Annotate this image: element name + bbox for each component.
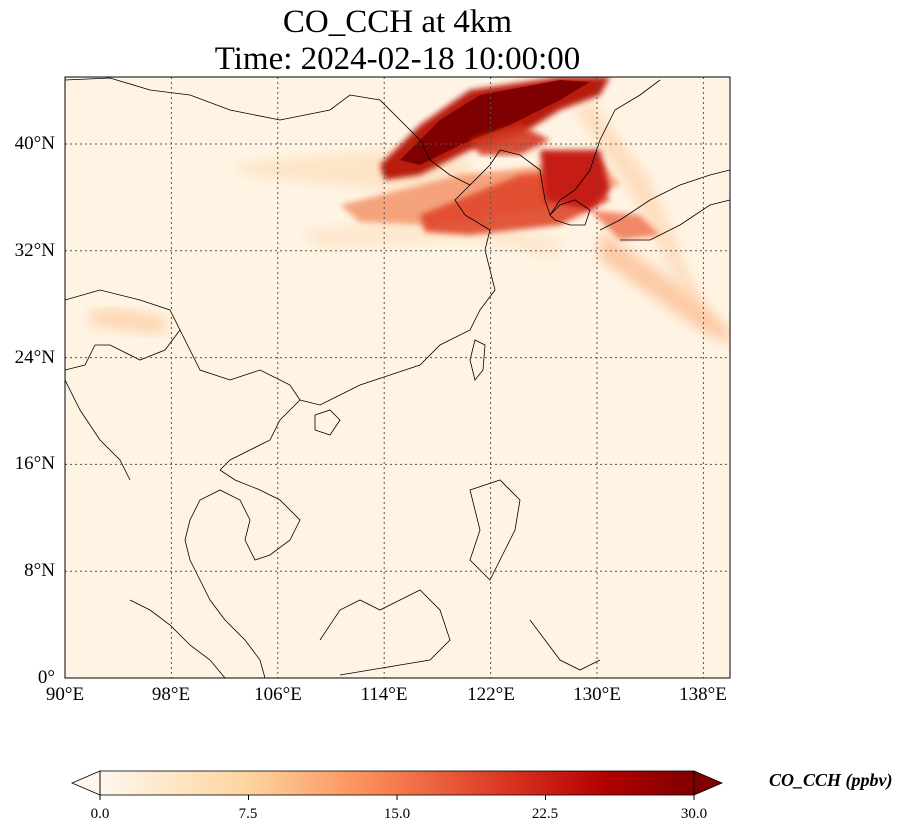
colorbar-tick-label: 15.0	[383, 806, 411, 822]
colorbar-tick-label: 0.0	[90, 806, 110, 822]
x-tick-label: 138°E	[679, 684, 727, 705]
x-tick-label: 90°E	[45, 684, 85, 705]
colorbar-label: CO_CCH (ppbv)	[769, 770, 893, 790]
y-tick-label: 8°N	[24, 560, 55, 581]
colorbar-extend-low	[70, 770, 101, 796]
colorbar-gradient	[100, 771, 694, 795]
x-tick-label: 98°E	[151, 684, 191, 705]
coastlines	[65, 77, 730, 678]
y-tick-label: 0°	[37, 667, 55, 688]
map-subtitle-time: Time: 2024-02-18 10:00:00	[214, 41, 581, 77]
concentration-field	[90, 77, 730, 345]
x-tick-label: 106°E	[254, 684, 302, 705]
graticule	[65, 77, 730, 678]
x-tick-label: 122°E	[467, 684, 515, 705]
x-tick-label: 130°E	[573, 684, 621, 705]
colorbar-tick-label: 7.5	[238, 806, 258, 822]
y-tick-label: 32°N	[14, 240, 55, 261]
map-frame	[64, 76, 731, 679]
colorbar-extend-high	[693, 770, 724, 796]
map-title: CO_CCH at 4km	[282, 4, 513, 40]
y-tick-label: 40°N	[14, 133, 55, 154]
y-tick-label: 16°N	[14, 453, 55, 474]
colorbar-tick-label: 22.5	[531, 806, 559, 822]
y-tick-label: 24°N	[14, 347, 55, 368]
colorbar	[70, 770, 724, 800]
colorbar-tick-label: 30.0	[680, 806, 708, 822]
x-tick-label: 114°E	[360, 684, 408, 705]
map-area	[65, 77, 730, 678]
